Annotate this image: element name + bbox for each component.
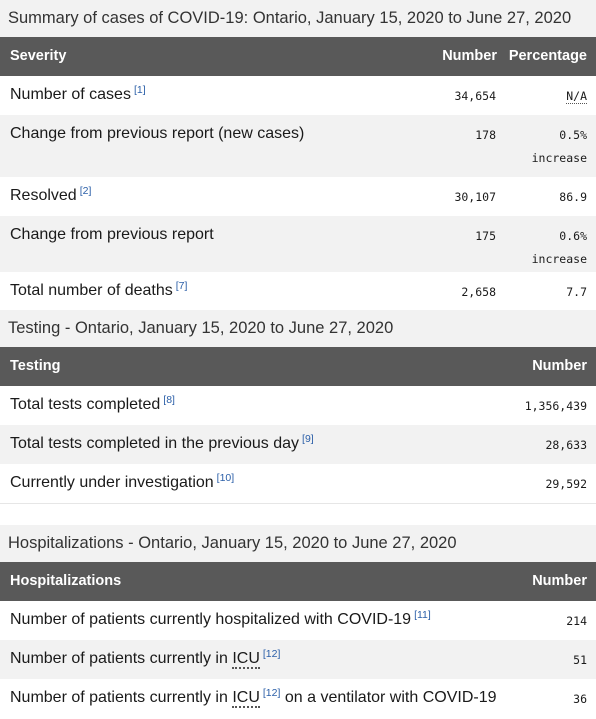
- row-number: 214: [566, 614, 587, 628]
- testing-caption-rest: - Ontario, January 15, 2020 to June 27, …: [60, 319, 394, 337]
- table-row: Number of cases [1] 34,654 N/A: [0, 76, 596, 115]
- table-row: Change from previous report (new cases) …: [0, 115, 596, 177]
- row-percentage: 86.9: [559, 190, 587, 204]
- row-number: 178: [475, 128, 496, 142]
- row-number: 29,592: [545, 477, 587, 491]
- row-label: Number of cases [1]: [10, 83, 146, 103]
- row-label: Number of patients currently in ICU [12] …: [10, 686, 497, 708]
- hospitalizations-header: Hospitalizations: [10, 573, 122, 589]
- row-number: 34,654: [454, 89, 496, 103]
- table-row: Number of patients currently hospitalize…: [0, 601, 596, 640]
- testing-caption: Testing - Ontario, January 15, 2020 to J…: [0, 310, 596, 347]
- testing-header-row: Testing Number: [0, 347, 596, 386]
- reference-link[interactable]: [12]: [262, 647, 281, 660]
- reference-link[interactable]: [7]: [175, 279, 188, 292]
- severity-header: Severity: [10, 48, 67, 64]
- reference-link[interactable]: [2]: [79, 184, 92, 197]
- row-label: Total tests completed [8]: [10, 393, 175, 413]
- row-number: 175: [475, 229, 496, 243]
- summary-caption: Summary of cases of COVID-19: Ontario, J…: [0, 0, 596, 37]
- reference-link[interactable]: [12]: [262, 686, 281, 699]
- row-number: 36: [573, 692, 587, 706]
- row-label: Resolved [2]: [10, 184, 92, 204]
- row-label: Currently under investigation [10]: [10, 471, 235, 491]
- table-row: Resolved [2] 30,107 86.9: [0, 177, 596, 216]
- row-label: Number of patients currently hospitalize…: [10, 608, 431, 628]
- table-row: Currently under investigation [10] 29,592: [0, 464, 596, 503]
- table-row: Total tests completed in the previous da…: [0, 425, 596, 464]
- row-percentage-note: increase: [531, 151, 587, 165]
- number-header: Number: [442, 48, 497, 64]
- row-number: 51: [573, 653, 587, 667]
- hospitalizations-header-row: Hospitalizations Number: [0, 562, 596, 601]
- row-label: Total tests completed in the previous da…: [10, 432, 314, 452]
- table-row: Total number of deaths [7] 2,658 7.7: [0, 272, 596, 310]
- reference-link[interactable]: [1]: [133, 83, 146, 96]
- row-label: Number of patients currently in ICU [12]: [10, 647, 281, 669]
- reference-link[interactable]: [11]: [414, 608, 431, 621]
- hospitalizations-caption: Hospitalizations - Ontario, January 15, …: [0, 525, 596, 562]
- reference-link[interactable]: [10]: [216, 471, 235, 484]
- row-percentage: N/A: [566, 89, 587, 104]
- row-percentage-note: increase: [531, 252, 587, 266]
- row-percentage: 0.5%: [559, 128, 587, 142]
- row-number: 2,658: [461, 285, 496, 299]
- reference-link[interactable]: [8]: [163, 393, 175, 406]
- percentage-header: Percentage: [508, 48, 587, 64]
- table-row: Change from previous report 175 0.6% inc…: [0, 216, 596, 272]
- reference-link[interactable]: [9]: [302, 432, 314, 445]
- row-number: 1,356,439: [524, 399, 587, 413]
- number-header: Number: [532, 358, 587, 374]
- row-label: Total number of deaths [7]: [10, 279, 188, 299]
- hospitalizations-caption-bold: Hospitalizations: [8, 534, 124, 552]
- row-label: Change from previous report: [10, 226, 214, 243]
- table-row: Number of patients currently in ICU [12] …: [0, 679, 596, 719]
- row-percentage: 0.6%: [559, 229, 587, 243]
- number-header: Number: [532, 573, 587, 589]
- table-row: Number of patients currently in ICU [12] …: [0, 640, 596, 679]
- testing-header: Testing: [10, 358, 61, 374]
- section-gap: [0, 503, 596, 525]
- testing-caption-bold: Testing: [8, 319, 61, 337]
- icu-abbreviation[interactable]: ICU: [232, 650, 260, 669]
- summary-caption-text: Summary of cases of COVID-19: Ontario, J…: [8, 9, 572, 27]
- row-number: 28,633: [545, 438, 587, 452]
- summary-header-row: Severity Number Percentage: [0, 37, 596, 76]
- hospitalizations-caption-rest: - Ontario, January 15, 2020 to June 27, …: [123, 534, 457, 552]
- table-row: Total tests completed [8] 1,356,439: [0, 386, 596, 425]
- row-label: Change from previous report (new cases): [10, 125, 305, 142]
- row-number: 30,107: [454, 190, 496, 204]
- row-percentage: 7.7: [566, 285, 587, 299]
- icu-abbreviation[interactable]: ICU: [232, 689, 260, 708]
